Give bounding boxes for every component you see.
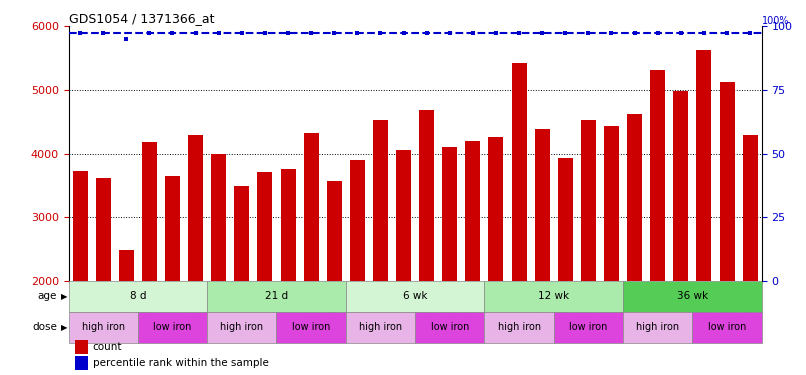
Bar — [76, 340, 88, 354]
Text: high iron: high iron — [497, 322, 541, 332]
Bar — [534, 129, 550, 281]
Bar — [69, 312, 138, 343]
Bar — [188, 135, 203, 281]
Bar — [138, 312, 207, 343]
Text: 8 d: 8 d — [130, 291, 146, 301]
Bar — [280, 170, 296, 281]
Bar — [558, 158, 573, 281]
Bar — [118, 250, 134, 281]
Bar — [76, 356, 88, 370]
Bar — [442, 147, 457, 281]
Bar — [304, 132, 318, 281]
Bar — [692, 312, 762, 343]
Text: ▶: ▶ — [61, 323, 68, 332]
Bar — [257, 172, 272, 281]
Bar — [720, 82, 734, 281]
Bar — [96, 178, 110, 281]
Bar — [465, 141, 480, 281]
Text: low iron: low iron — [430, 322, 469, 332]
Bar — [554, 312, 623, 343]
Bar — [69, 281, 207, 312]
Bar — [488, 137, 504, 281]
Text: low iron: low iron — [569, 322, 608, 332]
Text: count: count — [93, 342, 123, 352]
Bar — [73, 171, 88, 281]
Bar — [650, 70, 665, 281]
Text: 36 wk: 36 wk — [677, 291, 708, 301]
Text: percentile rank within the sample: percentile rank within the sample — [93, 358, 268, 368]
Bar — [623, 312, 692, 343]
Bar — [604, 126, 619, 281]
Text: low iron: low iron — [708, 322, 746, 332]
Bar — [346, 281, 484, 312]
Bar — [207, 312, 276, 343]
Bar — [211, 154, 226, 281]
Bar — [415, 312, 484, 343]
Bar — [276, 312, 346, 343]
Bar — [373, 120, 388, 281]
Bar — [346, 312, 415, 343]
Bar — [142, 142, 157, 281]
Bar — [627, 114, 642, 281]
Bar — [673, 91, 688, 281]
Bar — [742, 135, 758, 281]
Bar — [484, 281, 623, 312]
Bar — [512, 63, 526, 281]
Bar — [396, 150, 411, 281]
Bar — [326, 181, 342, 281]
Text: 100%: 100% — [762, 16, 789, 26]
Text: high iron: high iron — [359, 322, 402, 332]
Bar — [207, 281, 346, 312]
Bar — [623, 281, 762, 312]
Text: 12 wk: 12 wk — [538, 291, 569, 301]
Text: low iron: low iron — [153, 322, 192, 332]
Text: 21 d: 21 d — [265, 291, 288, 301]
Text: low iron: low iron — [292, 322, 330, 332]
Text: ▶: ▶ — [61, 292, 68, 301]
Bar — [696, 50, 712, 281]
Bar — [350, 160, 365, 281]
Text: dose: dose — [32, 322, 57, 332]
Text: high iron: high iron — [636, 322, 679, 332]
Text: high iron: high iron — [220, 322, 264, 332]
Bar — [581, 120, 596, 281]
Text: age: age — [38, 291, 57, 301]
Text: 6 wk: 6 wk — [403, 291, 427, 301]
Bar — [235, 186, 249, 281]
Bar — [419, 110, 434, 281]
Bar — [165, 176, 180, 281]
Text: GDS1054 / 1371366_at: GDS1054 / 1371366_at — [69, 12, 214, 25]
Text: high iron: high iron — [81, 322, 125, 332]
Bar — [484, 312, 554, 343]
